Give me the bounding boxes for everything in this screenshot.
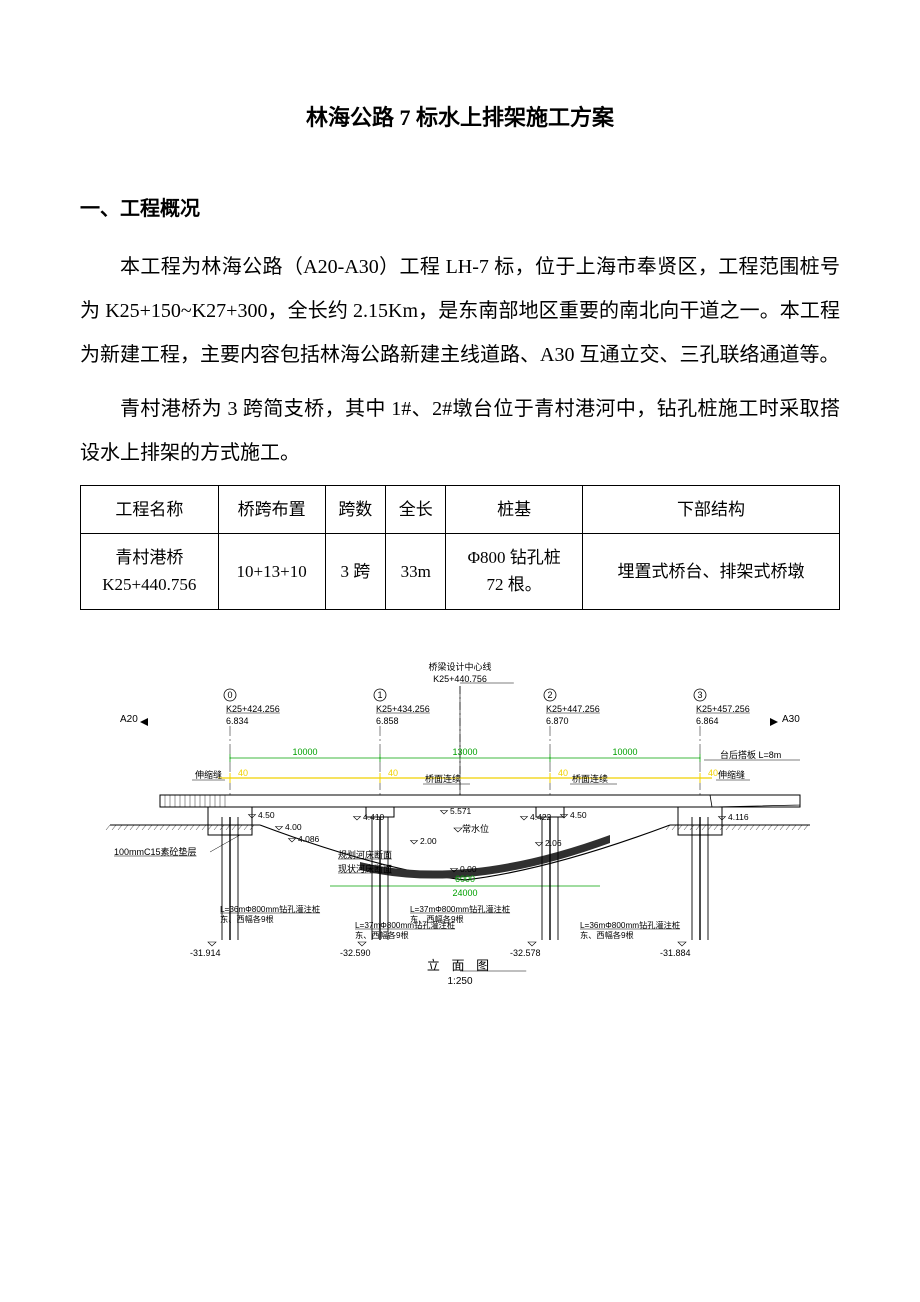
svg-text:伸缩缝: 伸缩缝 xyxy=(195,769,222,780)
svg-text:东、西幅各9根: 东、西幅各9根 xyxy=(220,914,274,924)
svg-text:24000: 24000 xyxy=(452,888,477,898)
svg-text:L=36mΦ800mm钻孔灌注桩: L=36mΦ800mm钻孔灌注桩 xyxy=(580,920,680,930)
td-span-count: 3 跨 xyxy=(325,534,385,609)
td-substructure: 埋置式桥台、排架式桥墩 xyxy=(582,534,839,609)
svg-text:K25+447.256: K25+447.256 xyxy=(546,704,600,714)
td-span-layout: 10+13+10 xyxy=(218,534,325,609)
svg-text:4.086: 4.086 xyxy=(298,834,320,844)
svg-text:4.50: 4.50 xyxy=(258,810,275,820)
elevation-diagram: 桥梁设计中心线 K25+440.756 A20 A30 0 K25+424.256 6.83… xyxy=(80,650,840,990)
svg-text:K25+424.256: K25+424.256 xyxy=(226,704,280,714)
svg-text:东、西幅各9根: 东、西幅各9根 xyxy=(410,914,464,924)
svg-text:常水位: 常水位 xyxy=(462,823,489,834)
th-substructure: 下部结构 xyxy=(582,486,839,534)
th-span-count: 跨数 xyxy=(325,486,385,534)
svg-text:桥面连续: 桥面连续 xyxy=(572,773,608,784)
svg-text:K25+434.256: K25+434.256 xyxy=(376,704,430,714)
svg-text:40: 40 xyxy=(238,768,248,778)
svg-text:10000: 10000 xyxy=(292,747,317,757)
svg-text:桥梁设计中心线: 桥梁设计中心线 xyxy=(428,661,491,672)
svg-text:6000: 6000 xyxy=(455,874,475,884)
paragraph-1: 本工程为林海公路（A20-A30）工程 LH-7 标，位于上海市奉贤区，工程范围… xyxy=(80,245,840,377)
svg-text:4.00: 4.00 xyxy=(285,822,302,832)
svg-text:-32.590: -32.590 xyxy=(340,948,371,958)
svg-text:6.864: 6.864 xyxy=(696,716,719,726)
svg-text:5.571: 5.571 xyxy=(450,806,472,816)
section-1-heading: 一、工程概况 xyxy=(80,192,840,221)
svg-text:2.00: 2.00 xyxy=(420,836,437,846)
svg-text:A30: A30 xyxy=(782,714,800,725)
table-header-row: 工程名称 桥跨布置 跨数 全长 桩基 下部结构 xyxy=(81,486,840,534)
th-span-layout: 桥跨布置 xyxy=(218,486,325,534)
svg-text:L=36mΦ800mm钻孔灌注桩: L=36mΦ800mm钻孔灌注桩 xyxy=(220,904,320,914)
svg-text:1:250: 1:250 xyxy=(447,976,472,987)
svg-text:4.50: 4.50 xyxy=(570,810,587,820)
svg-text:6.834: 6.834 xyxy=(226,716,249,726)
svg-text:40: 40 xyxy=(708,768,718,778)
svg-text:40: 40 xyxy=(558,768,568,778)
svg-text:4.422: 4.422 xyxy=(530,812,552,822)
svg-text:40: 40 xyxy=(388,768,398,778)
svg-text:现状河床断面: 现状河床断面 xyxy=(338,863,392,874)
td-piles: Φ800 钻孔桩 72 根。 xyxy=(446,534,582,609)
svg-text:13000: 13000 xyxy=(452,747,477,757)
svg-text:K25+440.756: K25+440.756 xyxy=(433,674,487,684)
document-title: 林海公路 7 标水上排架施工方案 xyxy=(80,100,840,132)
th-name: 工程名称 xyxy=(81,486,219,534)
svg-text:K25+457.256: K25+457.256 xyxy=(696,704,750,714)
td-name: 青村港桥 K25+440.756 xyxy=(81,534,219,609)
svg-text:100mmC15素砼垫层: 100mmC15素砼垫层 xyxy=(114,846,197,857)
svg-text:0.00: 0.00 xyxy=(460,864,477,874)
svg-text:L=37mΦ800mm钻孔灌注桩: L=37mΦ800mm钻孔灌注桩 xyxy=(410,904,510,914)
svg-text:规划河床断面: 规划河床断面 xyxy=(338,849,392,860)
svg-text:-31.914: -31.914 xyxy=(190,948,221,958)
svg-text:2: 2 xyxy=(547,690,552,700)
svg-text:3: 3 xyxy=(697,690,702,700)
table-row: 青村港桥 K25+440.756 10+13+10 3 跨 33m Φ800 钻… xyxy=(81,534,840,609)
svg-text:东、西幅各9根: 东、西幅各9根 xyxy=(580,930,634,940)
svg-text:A20: A20 xyxy=(120,714,138,725)
svg-text:2.06: 2.06 xyxy=(545,838,562,848)
svg-text:台后搭板 L=8m: 台后搭板 L=8m xyxy=(720,749,781,760)
paragraph-2: 青村港桥为 3 跨简支桥，其中 1#、2#墩台位于青村港河中，钻孔桩施工时采取搭… xyxy=(80,387,840,475)
project-info-table: 工程名称 桥跨布置 跨数 全长 桩基 下部结构 青村港桥 K25+440.756… xyxy=(80,485,840,610)
svg-text:10000: 10000 xyxy=(612,747,637,757)
svg-text:东、西幅各9根: 东、西幅各9根 xyxy=(355,930,409,940)
th-length: 全长 xyxy=(386,486,446,534)
td-length: 33m xyxy=(386,534,446,609)
svg-text:-32.578: -32.578 xyxy=(510,948,541,958)
svg-text:伸缩缝: 伸缩缝 xyxy=(718,769,745,780)
svg-text:0: 0 xyxy=(227,690,232,700)
th-piles: 桩基 xyxy=(446,486,582,534)
svg-text:6.870: 6.870 xyxy=(546,716,569,726)
svg-text:1: 1 xyxy=(377,690,382,700)
svg-text:-31.884: -31.884 xyxy=(660,948,691,958)
svg-text:4.410: 4.410 xyxy=(363,812,385,822)
svg-text:4.116: 4.116 xyxy=(728,812,749,822)
svg-text:6.858: 6.858 xyxy=(376,716,399,726)
svg-text:桥面连续: 桥面连续 xyxy=(425,773,461,784)
